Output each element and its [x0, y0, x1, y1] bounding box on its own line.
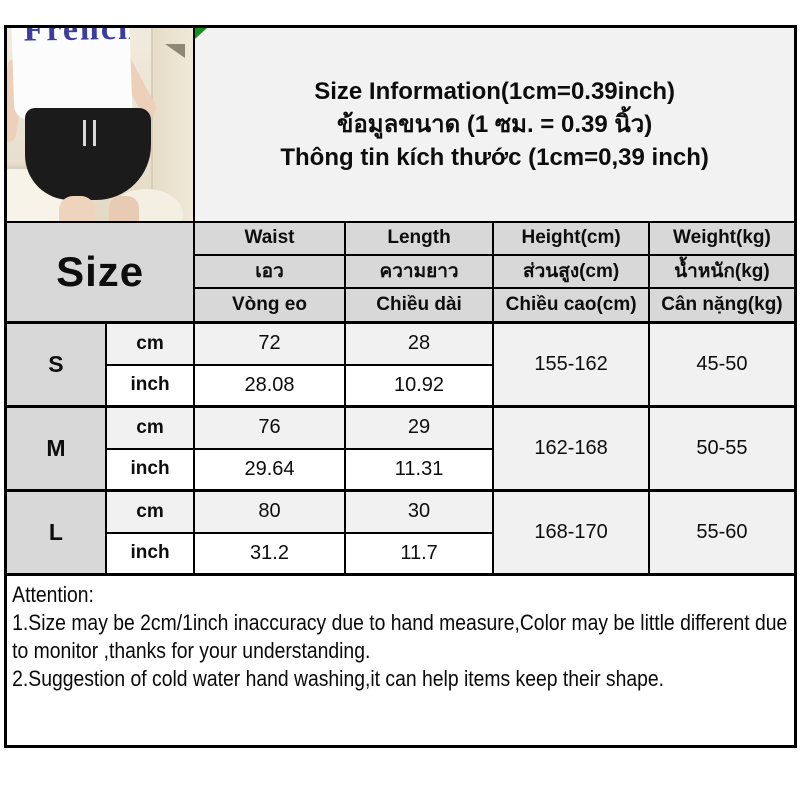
m-waist-cm: 76 [193, 405, 346, 450]
title-block: Size Information(1cm=0.39inch) ข้อมูลขนา… [196, 75, 793, 174]
header-waist-th: เอว [193, 253, 346, 289]
green-corner-flag-icon [196, 28, 208, 39]
s-length-inch: 10.92 [343, 363, 495, 408]
m-weight-range: 50-55 [647, 405, 797, 492]
header-waist-en: Waist [193, 220, 346, 256]
l-length-inch: 11.7 [343, 531, 495, 576]
s-waist-cm: 72 [193, 321, 346, 366]
title-cell: Size Information(1cm=0.39inch) ข้อมูลขนา… [193, 25, 797, 223]
title-thai: ข้อมูลขนาด (1 ซม. = 0.39 นิ้ว) [336, 110, 653, 138]
attention-note-2: 2.Suggestion of cold water hand washing,… [12, 666, 665, 691]
unit-inch-label: inch [104, 447, 196, 492]
l-height-range: 168-170 [492, 489, 650, 576]
attention-cell: Attention: 1.Size may be 2cm/1inch inacc… [4, 573, 797, 748]
size-l-cell: L [4, 489, 107, 576]
unit-inch-label: inch [104, 531, 196, 576]
attention-heading: Attention: [12, 582, 94, 607]
attention-text-block: Attention: 1.Size may be 2cm/1inch inacc… [8, 578, 794, 694]
s-waist-inch: 28.08 [193, 363, 346, 408]
title-english: Size Information(1cm=0.39inch) [314, 77, 675, 105]
l-length-cm: 30 [343, 489, 495, 534]
header-weight-en: Weight(kg) [647, 220, 797, 256]
s-length-cm: 28 [343, 321, 495, 366]
unit-cm-label: cm [104, 321, 196, 366]
header-length-en: Length [343, 220, 495, 256]
photo-panel-shadow [165, 44, 186, 58]
shirt-logo-text: French [23, 28, 133, 49]
size-s-cell: S [4, 321, 107, 408]
unit-cm-label: cm [104, 405, 196, 450]
header-waist-vi: Vòng eo [193, 286, 346, 324]
m-waist-inch: 29.64 [193, 447, 346, 492]
header-height-th: ส่วนสูง(cm) [492, 253, 650, 289]
photo-right-leg [109, 196, 139, 220]
unit-inch-label: inch [104, 363, 196, 408]
shorts-drawstring [83, 120, 86, 146]
l-weight-range: 55-60 [647, 489, 797, 576]
photo-black-shorts [25, 108, 151, 200]
product-photo: French [4, 25, 196, 223]
s-weight-range: 45-50 [647, 321, 797, 408]
m-length-cm: 29 [343, 405, 495, 450]
shorts-drawstring [93, 120, 96, 146]
unit-cm-label: cm [104, 489, 196, 534]
l-waist-cm: 80 [193, 489, 346, 534]
photo-left-leg [59, 196, 95, 220]
attention-note-1: 1.Size may be 2cm/1inch inaccuracy due t… [12, 610, 788, 663]
s-height-range: 155-162 [492, 321, 650, 408]
photo-shirt: French [11, 28, 133, 121]
m-length-inch: 11.31 [343, 447, 495, 492]
size-chart-sheet: French Size Information(1cm=0.39inch) ข้… [4, 25, 797, 748]
header-height-vi: Chiều cao(cm) [492, 286, 650, 324]
header-length-vi: Chiều dài [343, 286, 495, 324]
photo-wardrobe-panel [151, 28, 193, 220]
header-height-en: Height(cm) [492, 220, 650, 256]
size-m-cell: M [4, 405, 107, 492]
l-waist-inch: 31.2 [193, 531, 346, 576]
header-length-th: ความยาว [343, 253, 495, 289]
header-weight-th: น้ำหนัก(kg) [647, 253, 797, 289]
size-table: French Size Information(1cm=0.39inch) ข้… [4, 25, 797, 748]
size-column-header: Size [4, 220, 196, 324]
header-weight-vi: Cân nặng(kg) [647, 286, 797, 324]
product-photo-collage: French [7, 28, 193, 220]
m-height-range: 162-168 [492, 405, 650, 492]
title-vietnamese: Thông tin kích thước (1cm=0,39 inch) [280, 143, 709, 171]
